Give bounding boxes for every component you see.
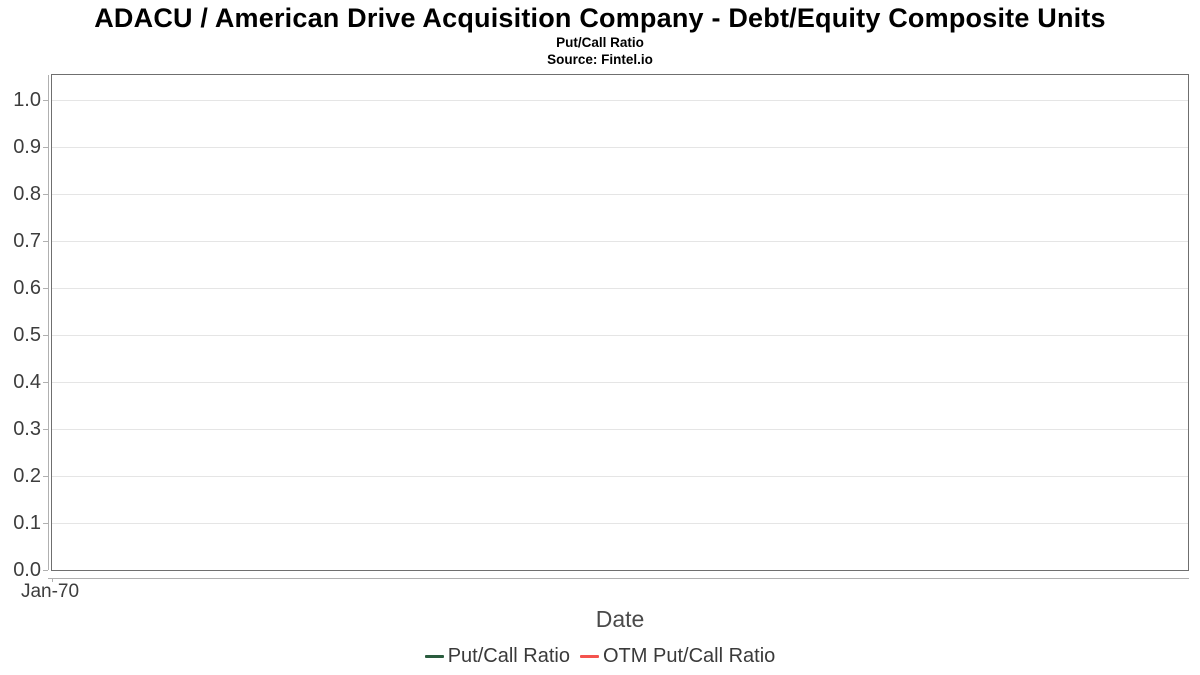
x-axis-line [48, 578, 1189, 579]
legend-label-otm-put-call-ratio: OTM Put/Call Ratio [603, 645, 776, 667]
gridline [52, 522, 1188, 524]
y-tick-mark [43, 335, 48, 336]
x-axis-title: Date [595, 606, 645, 632]
y-tick-mark [43, 523, 48, 524]
y-tick-label: 0.6 [13, 277, 41, 299]
x-tick-mark [52, 578, 53, 582]
gridline [52, 146, 1188, 148]
plot-area [51, 74, 1189, 571]
y-tick-mark [43, 194, 48, 195]
y-tick-mark [43, 382, 48, 383]
y-tick-label: 0.1 [13, 512, 41, 534]
otm-put-call-ratio-line-swatch [580, 654, 599, 659]
y-tick-label: 0.2 [13, 465, 41, 487]
y-tick-mark [43, 241, 48, 242]
chart-title: ADACU / American Drive Acquisition Compa… [94, 3, 1106, 33]
gridline [52, 240, 1188, 242]
x-tick-label: Jan-70 [20, 581, 80, 602]
y-tick-label: 0.5 [13, 324, 41, 346]
y-tick-label: 1.0 [13, 89, 41, 111]
gridline [52, 99, 1188, 101]
chart-subtitle: Put/Call Ratio [556, 35, 644, 50]
legend: Put/Call Ratio OTM Put/Call Ratio [0, 645, 1200, 668]
y-tick-mark [43, 476, 48, 477]
gridline [52, 428, 1188, 430]
y-tick-label: 0.0 [13, 559, 41, 581]
gridline [52, 287, 1188, 289]
y-tick-mark [43, 147, 48, 148]
y-tick-label: 0.7 [13, 230, 41, 252]
legend-item-put-call-ratio: Put/Call Ratio [424, 645, 570, 668]
y-tick-label: 0.8 [13, 183, 41, 205]
gridline [52, 193, 1188, 195]
y-tick-label: 0.4 [13, 371, 41, 393]
put-call-ratio-line-swatch [424, 654, 444, 659]
y-tick-mark [43, 429, 48, 430]
gridline [52, 381, 1188, 383]
legend-item-otm-put-call-ratio: OTM Put/Call Ratio [580, 645, 775, 668]
gridline [52, 334, 1188, 336]
chart-source-note: Source: Fintel.io [547, 52, 653, 67]
y-tick-label: 0.9 [13, 136, 41, 158]
y-tick-mark [43, 288, 48, 289]
legend-label-put-call-ratio: Put/Call Ratio [447, 645, 570, 667]
y-tick-mark [43, 100, 48, 101]
y-tick-label: 0.3 [13, 418, 41, 440]
y-axis-line [48, 75, 49, 570]
gridline [52, 475, 1188, 477]
y-tick-mark [43, 570, 48, 571]
